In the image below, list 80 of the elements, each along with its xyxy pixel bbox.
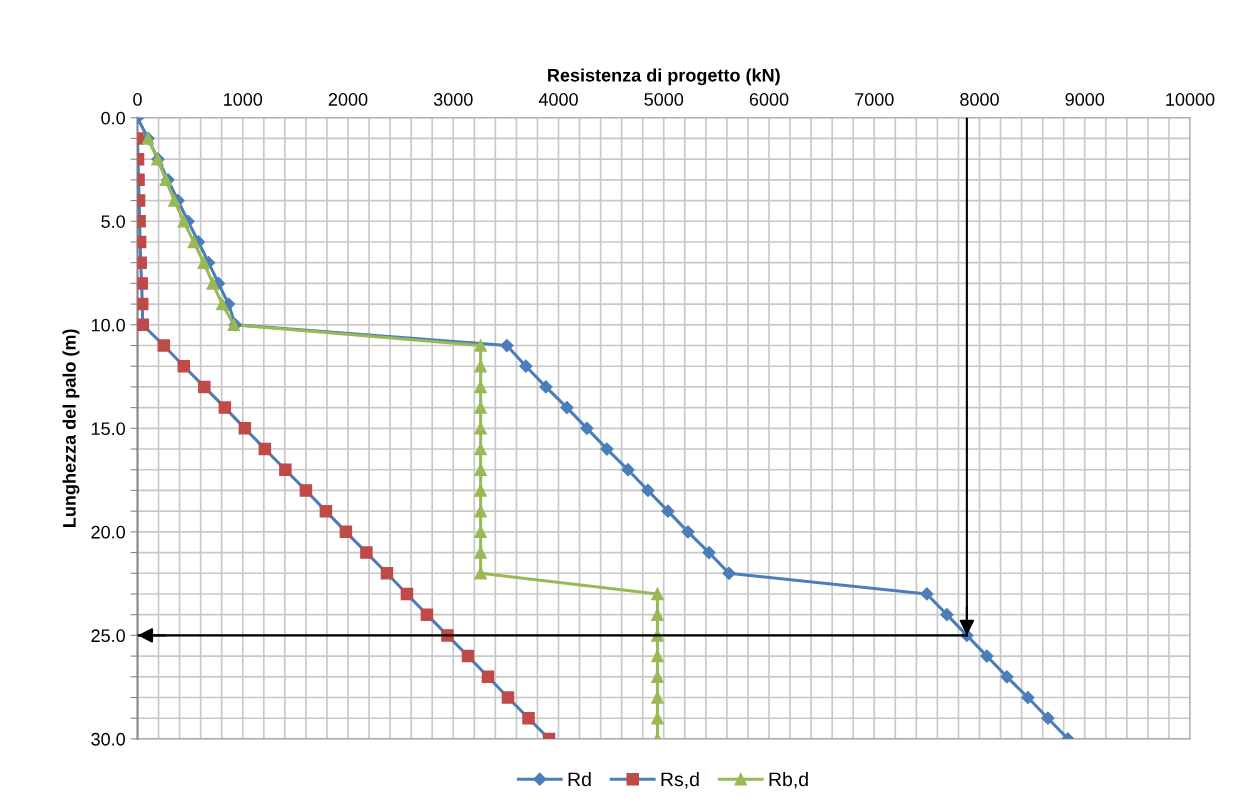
point: [168, 194, 181, 207]
x-tick-label: 4000: [538, 93, 578, 106]
legend-label: Rd: [568, 771, 591, 787]
y-tick-label: 20.0: [91, 525, 125, 539]
point: [137, 277, 148, 290]
point: [319, 504, 333, 518]
x-tick-label: 3000: [433, 93, 473, 106]
point: [474, 359, 487, 373]
point: [218, 401, 232, 414]
x-tick-label: 5000: [644, 93, 684, 106]
point: [474, 484, 487, 497]
point: [641, 483, 655, 498]
point: [560, 401, 574, 415]
y-tick-label: 15.0: [91, 422, 125, 436]
point: [920, 587, 934, 601]
point: [580, 421, 594, 435]
point: [1041, 711, 1055, 725]
legend-label: Rb,d: [769, 771, 808, 789]
point: [177, 215, 191, 228]
x-axis-title: Resistenza di progetto (kN): [548, 68, 780, 86]
point: [501, 691, 515, 704]
point: [500, 338, 514, 353]
point: [539, 380, 553, 394]
point: [940, 608, 954, 622]
point: [474, 380, 487, 394]
point: [980, 649, 994, 663]
point: [474, 525, 487, 539]
point: [474, 504, 487, 518]
point: [1000, 670, 1014, 684]
point: [681, 525, 695, 539]
point: [400, 587, 414, 601]
point: [474, 401, 487, 414]
point: [702, 545, 716, 560]
x-tick-label: 7000: [855, 93, 894, 106]
point: [522, 711, 535, 725]
y-tick-label: 25.0: [91, 629, 125, 643]
point: [1021, 690, 1035, 705]
y-tick-label: 5.0: [101, 215, 125, 228]
point: [299, 484, 313, 497]
point: [474, 442, 487, 456]
point: [420, 608, 434, 621]
y-tick-label: 0.0: [101, 111, 125, 125]
y-tick-label: 10.0: [91, 318, 125, 332]
point: [360, 546, 373, 559]
point: [600, 442, 614, 456]
point: [380, 567, 394, 580]
x-tick-label: 0: [133, 93, 142, 106]
point: [206, 277, 220, 290]
point: [474, 546, 487, 559]
x-tick-label: 9000: [1065, 93, 1105, 106]
point: [474, 339, 487, 352]
point: [279, 463, 292, 476]
x-tick-label: 1000: [224, 93, 263, 106]
point: [519, 359, 533, 373]
point: [238, 422, 252, 435]
x-tick-label: 10000: [1166, 93, 1215, 106]
x-tick-label: 8000: [960, 93, 999, 106]
point: [177, 359, 191, 373]
x-tick-label: 2000: [328, 93, 368, 106]
y-tick-label: 30.0: [91, 732, 125, 746]
point: [258, 442, 272, 456]
point: [651, 670, 664, 684]
point: [481, 670, 495, 684]
point: [339, 525, 353, 539]
point: [198, 380, 211, 394]
point: [474, 422, 487, 435]
point: [722, 566, 736, 580]
point: [137, 318, 150, 332]
point: [187, 235, 201, 249]
point: [661, 504, 675, 518]
point: [215, 297, 229, 311]
y-axis-title: Lunghezza del palo (m): [62, 329, 80, 527]
point: [157, 339, 171, 352]
point: [651, 587, 664, 601]
point: [461, 649, 475, 663]
x-tick-label: 6000: [749, 93, 789, 106]
point: [621, 463, 635, 477]
legend-label: Rs,d: [661, 771, 699, 789]
point: [197, 256, 211, 269]
point: [474, 567, 487, 580]
